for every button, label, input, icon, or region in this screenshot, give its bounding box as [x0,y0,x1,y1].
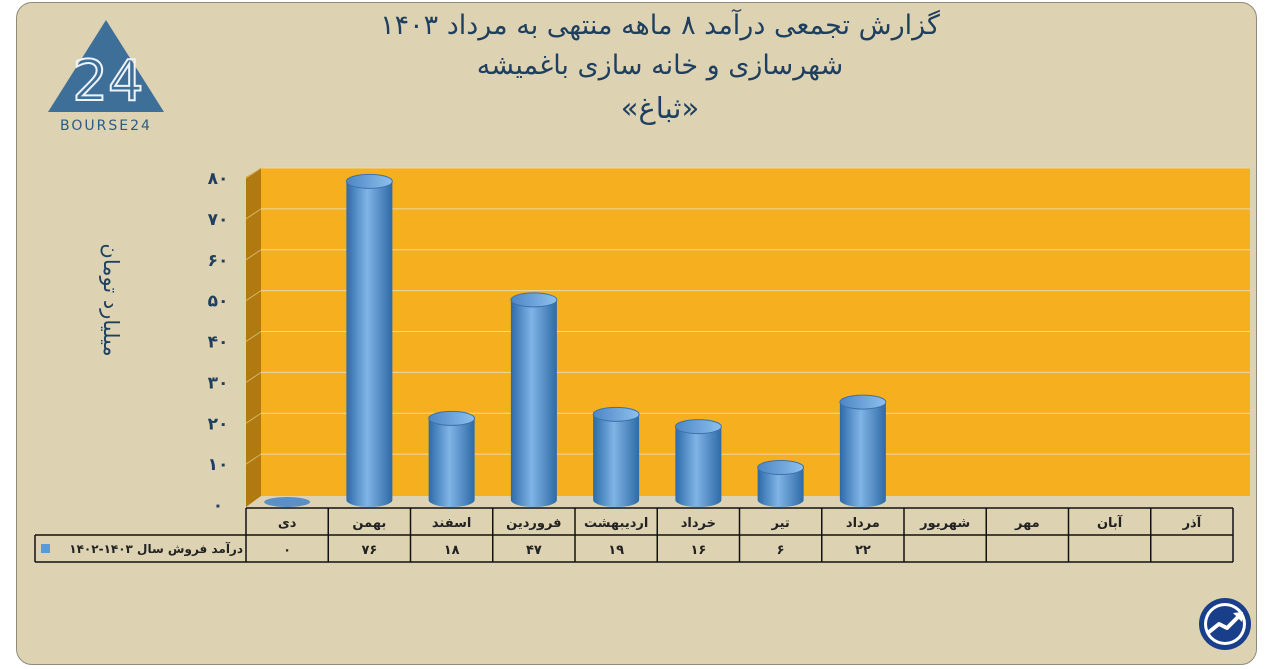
chart-symbol: «ثباغ» [620,91,700,125]
data-label: ۶ [777,543,785,558]
x-category-label: آبان [1097,514,1123,531]
y-tick-label: ۵۰ [208,292,229,312]
bar-cap [264,497,311,507]
y-tick-label: ۱۰ [208,455,229,475]
series-name: درآمد فروش سال ۱۴۰۳-۱۴۰۲ [69,541,243,557]
bar-cap [674,419,722,435]
gridline-side [245,208,262,220]
x-category-label: تیر [770,516,789,531]
logo-digits: 24 [72,49,143,114]
bar-body [346,181,393,507]
bar [757,459,805,507]
bar [674,419,722,507]
y-tick-label: ۸۰ [208,169,229,189]
bar-body [839,402,886,507]
bar-cap [757,459,805,475]
x-category-label: اسفند [432,516,471,531]
bar [510,292,558,507]
trend-up-circle-icon [1199,598,1251,650]
x-category-label: فروردین [506,516,561,531]
x-category-label: مهر [1014,516,1040,531]
data-label: ۲۲ [855,543,871,558]
logo-text: BOURSE24 [60,118,152,134]
bar-cap [839,394,887,410]
bar-body [510,299,557,507]
bar-body [675,426,722,507]
bar [264,497,311,507]
bar-cap [510,292,558,308]
x-category-label: خرداد [681,516,716,531]
gridline-side [245,371,262,383]
data-label: ۱۹ [608,543,624,558]
gridline-side [245,412,262,424]
bar-cap [345,173,393,189]
data-label: ۴۷ [526,543,542,558]
y-tick-label: ۶۰ [208,251,229,271]
bar-body [757,467,804,507]
y-tick-label: ۲۰ [208,414,229,434]
bar [839,394,887,507]
x-category-label: مرداد [846,516,880,531]
data-label: ۷۶ [361,543,377,558]
bar-body [428,418,475,507]
x-category-label: بهمن [352,516,386,531]
bar-cap [592,406,640,422]
y-tick-label: ۷۰ [208,210,229,230]
x-category-label: شهریور [919,516,970,531]
y-tick-label: ۳۰ [208,373,229,393]
bourse24-logo: 24 [48,20,164,115]
data-label: ۰ [283,543,291,558]
bar-cap [428,410,476,426]
x-category-label: دی [278,516,297,531]
gridline-side [245,249,262,261]
gridline-side [245,331,262,342]
bar [428,410,476,507]
x-category-label: اردیبهشت [584,516,648,531]
data-label: ۱۶ [690,543,706,558]
x-category-label: آذر [1182,514,1202,531]
gridline-side [245,290,262,302]
gridline-side [245,453,262,465]
chart-title: گزارش تجمعی درآمد ۸ ماهه منتهی به مرداد … [380,10,940,41]
gridline-side [245,167,262,179]
data-label: ۱۸ [444,543,460,558]
y-tick-label: ۴۰ [208,333,229,353]
legend-swatch [41,544,50,553]
y-tick-label: ۰ [213,496,223,516]
bar-body [593,414,640,507]
bar [592,406,640,507]
chart-subtitle: شهرسازی و خانه سازی باغمیشه [476,50,844,81]
bar [345,173,393,507]
